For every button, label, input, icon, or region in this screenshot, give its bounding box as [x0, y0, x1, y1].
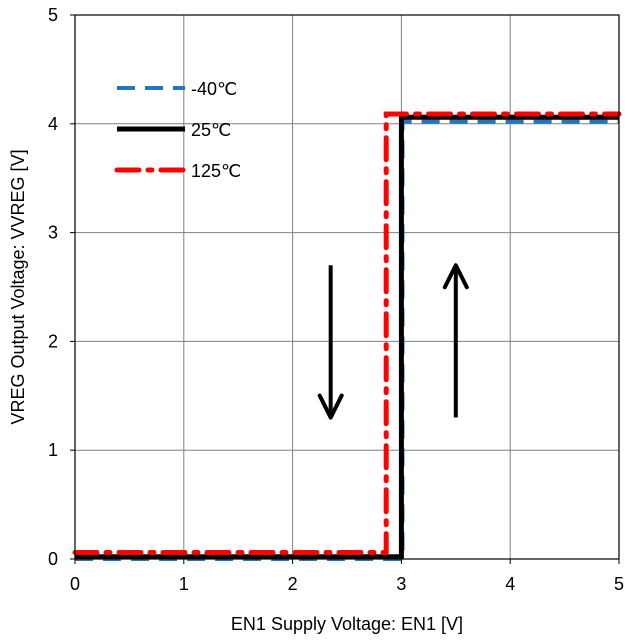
legend-label: -40℃: [191, 79, 237, 99]
legend-label: 25℃: [191, 120, 231, 140]
grid: [75, 15, 619, 559]
series-line: [75, 119, 619, 561]
plot-frame: [74, 14, 620, 560]
x-tick-label: 2: [288, 574, 298, 594]
y-tick-label: 2: [48, 331, 58, 351]
x-tick-label: 0: [70, 574, 80, 594]
y-tick-label: 5: [48, 5, 58, 25]
y-tick-label: 3: [48, 223, 58, 243]
tick-labels: 0 1 2 3 4 5 0 1 2 3 4 5: [48, 5, 624, 594]
x-tick-label: 3: [396, 574, 406, 594]
x-tick-label: 1: [179, 574, 189, 594]
y-tick-label: 4: [48, 114, 58, 134]
annotations: [317, 263, 469, 420]
arrow-head: [317, 393, 344, 420]
series-line: [75, 114, 619, 560]
y-axis-label: VREG Output Voltage: VVREG [V]: [8, 149, 28, 424]
y-tick-label: 0: [48, 549, 58, 569]
x-tick-label: 4: [505, 574, 515, 594]
x-tick-label: 5: [614, 574, 624, 594]
arrow-head: [442, 263, 469, 290]
series-lines: [72, 111, 622, 561]
legend: -40℃ 25℃ 125℃: [114, 79, 241, 181]
y-tick-label: 1: [48, 440, 58, 460]
legend-label: 125℃: [191, 161, 241, 181]
x-axis-label: EN1 Supply Voltage: EN1 [V]: [231, 614, 463, 634]
series-line: [72, 111, 622, 555]
